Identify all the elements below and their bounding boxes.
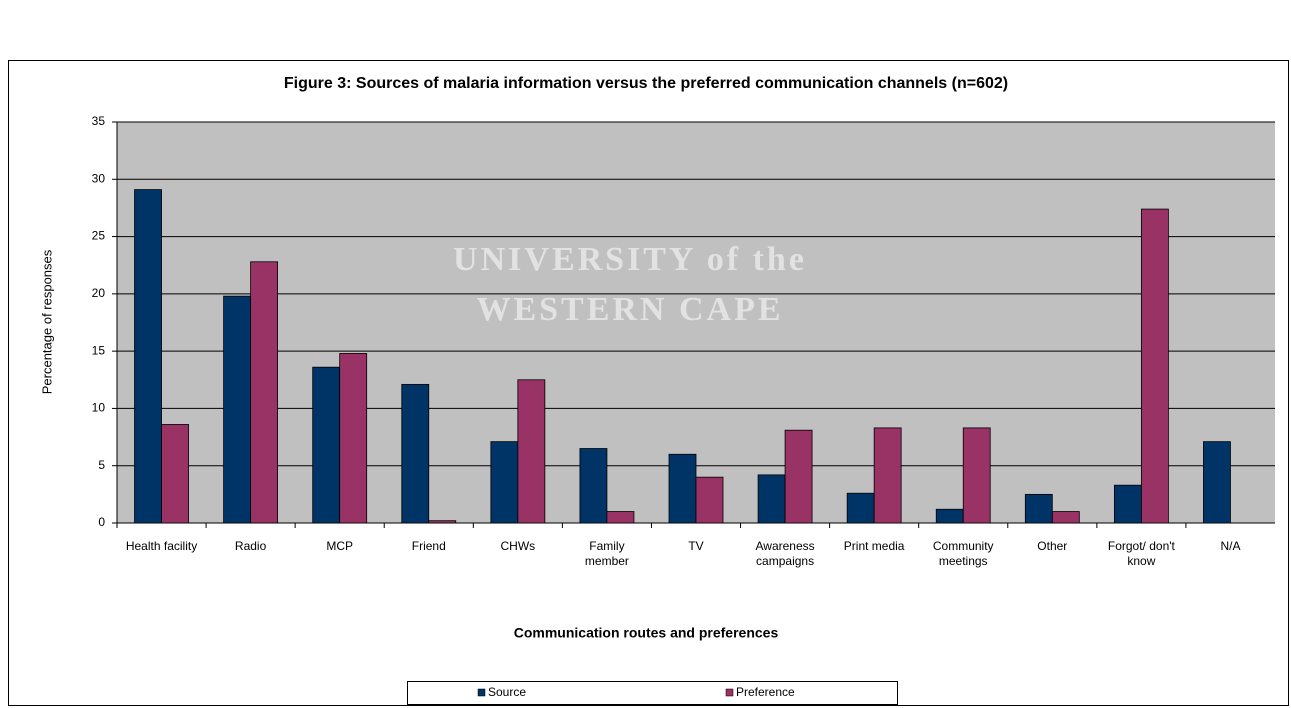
legend-swatch xyxy=(477,688,486,697)
y-tick-label: 0 xyxy=(98,515,105,529)
bar xyxy=(339,353,368,524)
x-tick-label: Community meetings xyxy=(932,539,994,568)
legend xyxy=(407,681,898,705)
bar xyxy=(579,448,608,524)
legend-label: Source xyxy=(488,685,526,699)
bar xyxy=(1051,511,1080,524)
bar xyxy=(312,366,341,524)
x-axis-title: Communication routes and preferences xyxy=(514,625,779,641)
x-tick-label: Radio xyxy=(234,539,267,553)
y-tick-label: 10 xyxy=(92,401,106,415)
y-tick-label: 15 xyxy=(92,343,106,357)
x-tick-label: Health facility xyxy=(125,539,198,553)
bar xyxy=(401,383,430,524)
bar xyxy=(935,508,964,524)
bar xyxy=(757,474,786,524)
bar xyxy=(161,424,189,524)
x-tick-label: Other xyxy=(1037,539,1068,553)
bar xyxy=(517,379,546,524)
bar xyxy=(1140,208,1169,524)
bar xyxy=(1024,493,1053,524)
legend-label: Preference xyxy=(736,685,795,699)
bar xyxy=(134,189,162,524)
bar xyxy=(846,492,875,524)
x-tick-label: N/A xyxy=(1220,539,1241,553)
watermark: UNIVERSITY of the xyxy=(453,241,807,278)
y-tick-label: 35 xyxy=(92,114,106,128)
x-tick-label: Family member xyxy=(584,539,629,568)
bar xyxy=(606,511,635,524)
x-tick-label: Print media xyxy=(843,539,905,553)
watermark: WESTERN CAPE xyxy=(476,291,783,328)
bar xyxy=(962,427,991,524)
y-tick-label: 25 xyxy=(92,229,106,243)
bar xyxy=(490,441,519,524)
bar xyxy=(428,520,457,524)
bar xyxy=(873,427,902,524)
y-tick-label: 20 xyxy=(92,286,106,300)
y-tick-label: 30 xyxy=(92,171,106,185)
bar xyxy=(223,295,252,524)
bar xyxy=(1203,441,1231,524)
x-tick-label: Forgot/ don't know xyxy=(1107,539,1175,568)
legend-swatch xyxy=(725,688,734,697)
x-tick-label: Awareness campaigns xyxy=(755,539,815,568)
bar xyxy=(668,453,697,524)
bar xyxy=(250,261,279,524)
y-tick-label: 5 xyxy=(98,458,105,472)
bar xyxy=(695,476,724,524)
chart-title: Figure 3: Sources of malaria information… xyxy=(284,75,1008,92)
x-tick-label: Friend xyxy=(411,539,446,553)
x-tick-label: TV xyxy=(688,539,704,553)
bar xyxy=(784,429,813,524)
bar xyxy=(1113,484,1142,524)
x-tick-label: CHWs xyxy=(500,539,536,553)
y-axis-title: Percentage of responses xyxy=(39,249,54,394)
x-tick-label: MCP xyxy=(326,539,354,553)
